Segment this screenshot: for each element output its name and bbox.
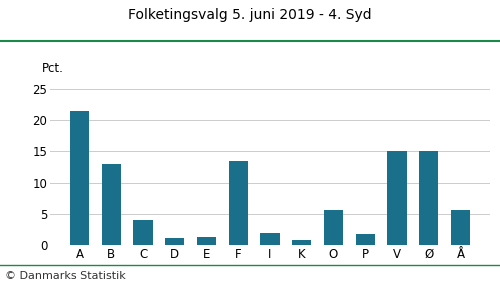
Bar [102, 164, 121, 245]
Bar [70, 111, 89, 245]
Bar [356, 234, 375, 245]
Text: © Danmarks Statistik: © Danmarks Statistik [5, 271, 126, 281]
Bar [388, 151, 406, 245]
Bar [228, 161, 248, 245]
Bar [134, 220, 152, 245]
Bar [451, 210, 470, 245]
Text: Pct.: Pct. [42, 62, 64, 75]
Bar [197, 237, 216, 245]
Bar [165, 238, 184, 245]
Bar [419, 151, 438, 245]
Bar [292, 240, 312, 245]
Bar [324, 210, 343, 245]
Bar [260, 233, 280, 245]
Text: Folketingsvalg 5. juni 2019 - 4. Syd: Folketingsvalg 5. juni 2019 - 4. Syd [128, 8, 372, 23]
